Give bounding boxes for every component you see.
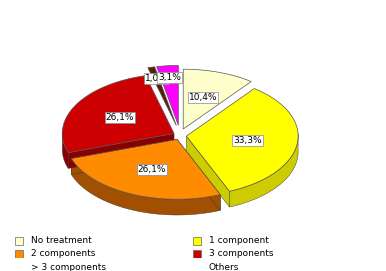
Text: 3 components: 3 components (209, 249, 273, 258)
Polygon shape (62, 131, 68, 169)
Polygon shape (71, 139, 177, 174)
PathPatch shape (62, 76, 174, 153)
PathPatch shape (186, 89, 298, 191)
Text: 1,0%: 1,0% (145, 74, 168, 83)
Text: 26,1%: 26,1% (106, 113, 134, 122)
Text: 2 components: 2 components (31, 249, 96, 258)
Polygon shape (68, 134, 174, 169)
Polygon shape (177, 139, 220, 210)
PathPatch shape (183, 69, 251, 129)
FancyBboxPatch shape (15, 263, 24, 271)
Polygon shape (71, 159, 220, 215)
FancyBboxPatch shape (15, 237, 24, 245)
Text: Others: Others (209, 263, 239, 271)
PathPatch shape (148, 67, 176, 125)
Polygon shape (186, 136, 229, 207)
PathPatch shape (157, 66, 178, 125)
Text: > 3 components: > 3 components (31, 263, 106, 271)
Text: No treatment: No treatment (31, 236, 92, 245)
PathPatch shape (71, 139, 220, 199)
FancyBboxPatch shape (15, 250, 24, 258)
Text: 1 component: 1 component (209, 236, 269, 245)
FancyBboxPatch shape (193, 237, 201, 245)
Text: 33,3%: 33,3% (233, 136, 262, 145)
FancyBboxPatch shape (193, 263, 201, 271)
Text: 10,4%: 10,4% (189, 93, 217, 102)
Text: 26,1%: 26,1% (137, 165, 166, 174)
Polygon shape (229, 134, 298, 207)
FancyBboxPatch shape (193, 250, 201, 258)
Text: 3,1%: 3,1% (158, 73, 181, 82)
